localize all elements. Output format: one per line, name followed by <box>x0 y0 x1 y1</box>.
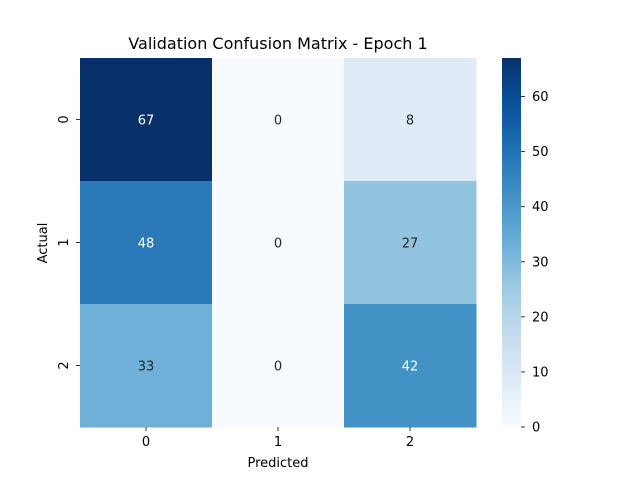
x-axis-label: Predicted <box>247 456 308 471</box>
cell-value-2-0: 33 <box>138 360 155 375</box>
heatmap-cell-1-1 <box>212 181 345 305</box>
cell-value-0-0: 67 <box>138 114 155 129</box>
cell-annotations: 67 0 8 48 0 27 33 0 42 <box>138 114 419 375</box>
heatmap-cell-2-1 <box>212 304 345 428</box>
heatmap-cell-1-0 <box>80 181 213 305</box>
colorbar-tick-label-3: 30 <box>532 255 549 270</box>
x-tick-label-2: 2 <box>406 435 414 450</box>
heatmap-cell-2-2 <box>344 304 477 428</box>
heatmap-cells <box>80 58 477 428</box>
colorbar-ticks: 0 10 20 30 40 50 60 <box>521 90 549 436</box>
cell-value-2-2: 42 <box>402 360 419 375</box>
x-tick-label-1: 1 <box>274 435 282 450</box>
cell-value-1-2: 27 <box>402 237 419 252</box>
y-tick-label-0: 0 <box>57 115 72 123</box>
colorbar-tick-label-6: 60 <box>532 90 549 105</box>
cell-value-0-1: 0 <box>274 114 282 129</box>
y-axis-label: Actual <box>36 223 51 264</box>
y-tick-label-2: 2 <box>57 361 72 369</box>
x-tick-label-0: 0 <box>142 435 150 450</box>
colorbar-tick-label-4: 40 <box>532 200 549 215</box>
cell-value-0-2: 8 <box>406 114 414 129</box>
colorbar-tick-label-2: 20 <box>532 310 549 325</box>
cell-value-1-1: 0 <box>274 237 282 252</box>
colorbar-tick-label-0: 0 <box>532 421 540 436</box>
cell-value-1-0: 48 <box>138 237 155 252</box>
heatmap-cell-0-2 <box>344 58 477 182</box>
chart-title: Validation Confusion Matrix - Epoch 1 <box>128 34 427 53</box>
heatmap-cell-1-2 <box>344 181 477 305</box>
colorbar <box>502 58 521 427</box>
heatmap-cell-0-1 <box>212 58 345 182</box>
y-tick-label-1: 1 <box>57 238 72 246</box>
heatmap-cell-0-0 <box>80 58 213 182</box>
colorbar-tick-label-1: 10 <box>532 365 549 380</box>
heatmap-cell-2-0 <box>80 304 213 428</box>
y-axis: 0 1 2 <box>57 115 80 370</box>
cell-value-2-1: 0 <box>274 360 282 375</box>
colorbar-tick-label-5: 50 <box>532 145 549 160</box>
x-axis: 0 1 2 <box>142 427 414 450</box>
